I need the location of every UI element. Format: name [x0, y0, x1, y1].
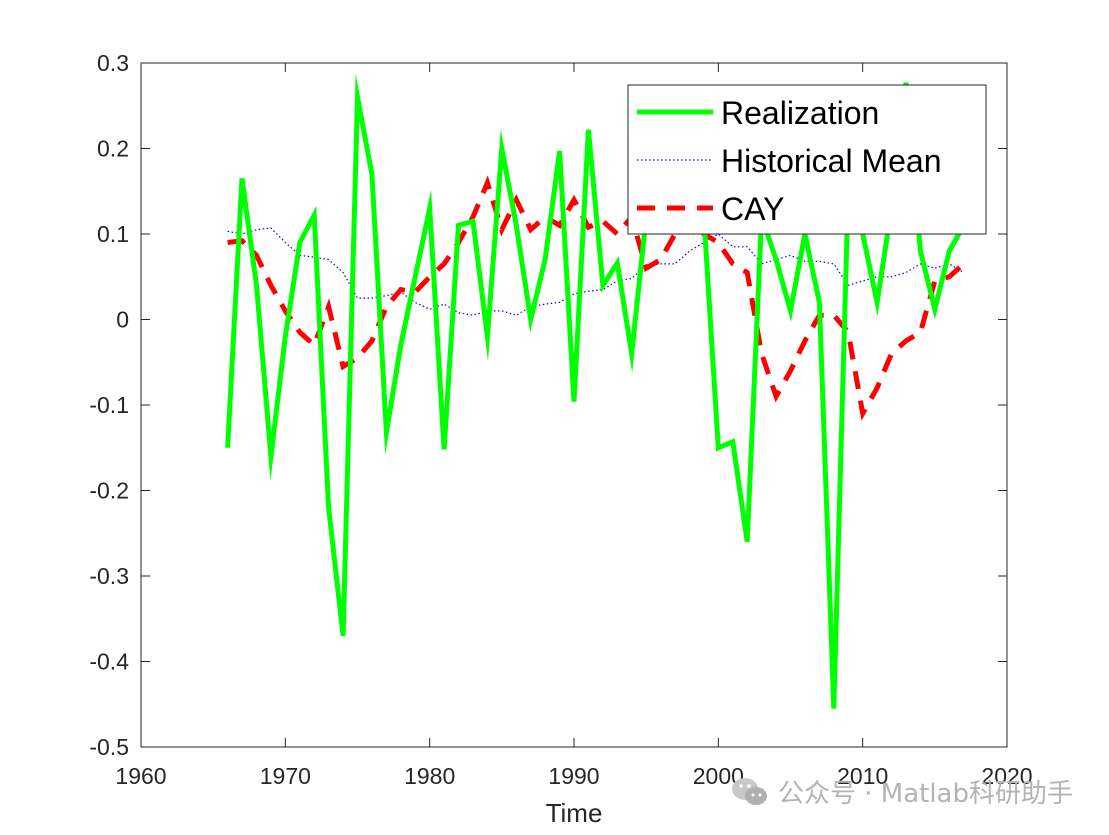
plot-frame — [140, 62, 1008, 748]
y-tick-label-8: 0.3 — [97, 50, 129, 76]
y-tick-label-7: 0.2 — [97, 136, 129, 162]
y-tick-label-2: -0.3 — [89, 563, 129, 589]
legend-label-cay: CAY — [721, 191, 784, 227]
y-tick-label-1: -0.4 — [89, 649, 129, 675]
legend: Realization Historical Mean CAY — [627, 84, 987, 235]
x-axis-title: Time — [546, 798, 603, 828]
x-tick-label-2: 1980 — [404, 763, 455, 789]
y-tick-label-3: -0.2 — [89, 478, 129, 504]
watermark-text: 公众号 · Matlab科研助手 — [777, 779, 1073, 809]
legend-label-historical-mean: Historical Mean — [721, 143, 942, 179]
x-tick-label-0: 1960 — [115, 763, 166, 789]
x-tick-label-6: 2020 — [981, 763, 1032, 789]
x-tick-labels: 1960 1970 1980 1990 2000 2010 2020 — [115, 763, 1032, 789]
x-tick-label-1: 1970 — [260, 763, 311, 789]
x-tick-label-5: 2010 — [837, 763, 888, 789]
y-tick-label-4: -0.1 — [89, 392, 129, 418]
y-tick-label-5: 0 — [116, 307, 129, 333]
watermark: 公众号 · Matlab科研助手 — [730, 773, 1073, 810]
y-tick-label-6: 0.1 — [97, 221, 129, 247]
series-line-realization — [225, 73, 966, 709]
y-tick-labels: -0.5 -0.4 -0.3 -0.2 -0.1 0 0.1 0.2 0.3 — [89, 50, 129, 760]
wechat-icon — [731, 777, 767, 805]
y-tick-label-0: -0.5 — [89, 734, 129, 760]
series-layer — [225, 73, 966, 709]
legend-label-realization: Realization — [721, 95, 879, 131]
x-tick-label-3: 1990 — [548, 763, 599, 789]
